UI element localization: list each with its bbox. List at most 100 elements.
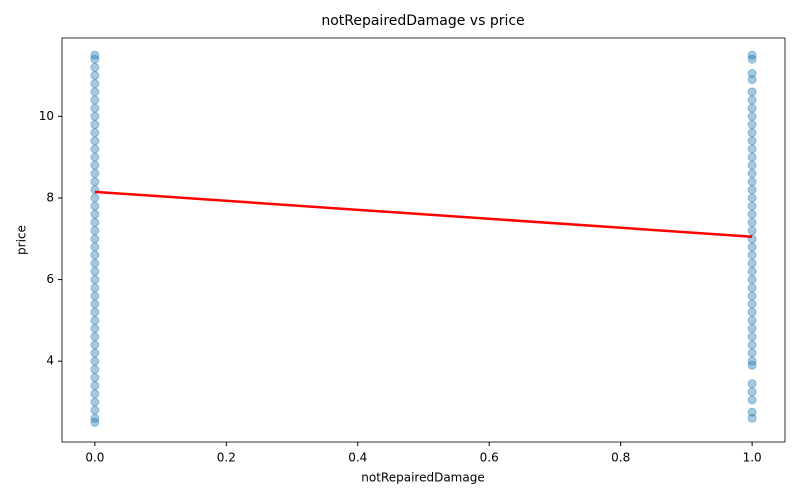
point bbox=[90, 413, 100, 423]
point bbox=[90, 315, 100, 325]
point bbox=[90, 177, 100, 187]
point bbox=[747, 275, 757, 285]
point bbox=[747, 299, 757, 309]
point bbox=[90, 193, 100, 203]
point bbox=[90, 356, 100, 366]
point bbox=[90, 128, 100, 138]
point bbox=[747, 307, 757, 317]
trend-line bbox=[94, 190, 753, 238]
point bbox=[90, 111, 100, 121]
point bbox=[90, 364, 100, 374]
point bbox=[90, 250, 100, 260]
x-tick-label: 0.6 bbox=[480, 451, 499, 465]
point bbox=[747, 315, 757, 325]
chart-title: notRepairedDamage vs price bbox=[321, 13, 524, 29]
point bbox=[747, 136, 757, 146]
point bbox=[747, 50, 757, 60]
point bbox=[747, 226, 757, 236]
point bbox=[90, 405, 100, 415]
x-tick-label: 0.2 bbox=[217, 451, 236, 465]
point bbox=[90, 103, 100, 113]
point bbox=[747, 356, 757, 366]
point bbox=[747, 185, 757, 195]
point bbox=[90, 381, 100, 391]
point bbox=[747, 209, 757, 219]
y-tick-label: 8 bbox=[46, 190, 54, 204]
x-tick-label: 0.0 bbox=[85, 451, 104, 465]
y-tick-label: 6 bbox=[46, 272, 54, 286]
x-axis-label: notRepairedDamage bbox=[361, 471, 484, 485]
point bbox=[90, 258, 100, 268]
point bbox=[747, 201, 757, 211]
point bbox=[747, 160, 757, 170]
point bbox=[90, 332, 100, 342]
point bbox=[747, 360, 757, 370]
point bbox=[90, 299, 100, 309]
point bbox=[747, 103, 757, 113]
point bbox=[747, 258, 757, 268]
point bbox=[90, 275, 100, 285]
point bbox=[747, 144, 757, 154]
point bbox=[90, 54, 100, 64]
point bbox=[747, 152, 757, 162]
point bbox=[747, 387, 757, 397]
point bbox=[747, 291, 757, 301]
point bbox=[90, 50, 100, 60]
point bbox=[90, 397, 100, 407]
point bbox=[747, 128, 757, 138]
point bbox=[90, 144, 100, 154]
point bbox=[90, 340, 100, 350]
point bbox=[747, 75, 757, 85]
point bbox=[747, 120, 757, 130]
y-tick-label: 4 bbox=[46, 354, 54, 368]
point bbox=[747, 266, 757, 276]
point bbox=[747, 69, 757, 79]
point bbox=[90, 283, 100, 293]
point bbox=[747, 168, 757, 178]
x-tick-label: 1.0 bbox=[743, 451, 762, 465]
point bbox=[747, 332, 757, 342]
point bbox=[747, 379, 757, 389]
point bbox=[90, 152, 100, 162]
point bbox=[90, 324, 100, 334]
point bbox=[90, 234, 100, 244]
point bbox=[747, 177, 757, 187]
point bbox=[90, 160, 100, 170]
point bbox=[747, 395, 757, 405]
point bbox=[747, 340, 757, 350]
point bbox=[90, 266, 100, 276]
point bbox=[90, 389, 100, 399]
point bbox=[747, 54, 757, 64]
x-tick-label: 0.4 bbox=[348, 451, 367, 465]
point bbox=[90, 307, 100, 317]
point bbox=[747, 111, 757, 121]
plot-frame bbox=[61, 37, 786, 443]
point bbox=[747, 217, 757, 227]
point bbox=[747, 193, 757, 203]
point bbox=[90, 62, 100, 72]
point bbox=[90, 201, 100, 211]
point bbox=[90, 209, 100, 219]
point bbox=[747, 95, 757, 105]
y-tick-label: 10 bbox=[39, 109, 54, 123]
point bbox=[90, 373, 100, 383]
point bbox=[90, 417, 100, 427]
point bbox=[747, 283, 757, 293]
point bbox=[747, 242, 757, 252]
x-tick-label: 0.8 bbox=[611, 451, 630, 465]
point bbox=[90, 87, 100, 97]
point bbox=[90, 348, 100, 358]
point bbox=[747, 348, 757, 358]
point bbox=[90, 120, 100, 130]
point bbox=[747, 324, 757, 334]
point bbox=[90, 168, 100, 178]
point bbox=[747, 87, 757, 97]
point bbox=[90, 217, 100, 227]
point bbox=[90, 136, 100, 146]
point bbox=[90, 95, 100, 105]
point bbox=[90, 291, 100, 301]
y-axis-label: price bbox=[15, 225, 29, 255]
point bbox=[90, 79, 100, 89]
point bbox=[747, 250, 757, 260]
